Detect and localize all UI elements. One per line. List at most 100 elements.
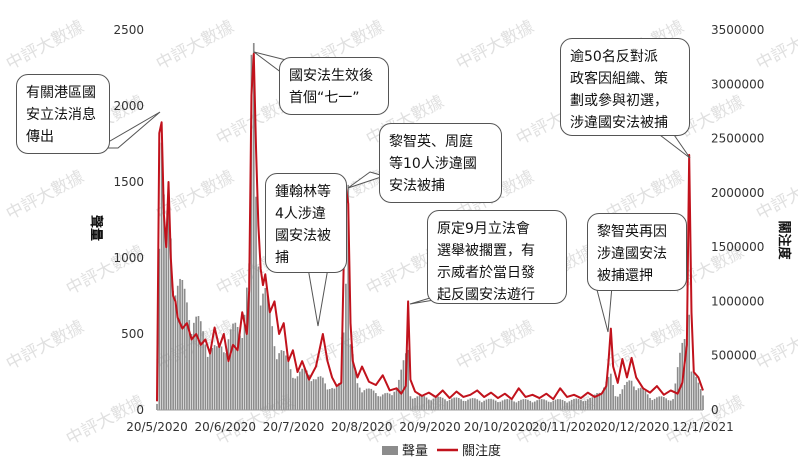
- volume-bar: [333, 388, 336, 410]
- volume-bar: [227, 339, 230, 410]
- volume-bar: [363, 390, 366, 410]
- volume-bar: [239, 335, 241, 410]
- left-tick-label: 2000: [113, 99, 144, 113]
- volume-bar: [174, 295, 177, 410]
- volume-bar: [635, 390, 638, 410]
- volume-bar: [575, 398, 578, 410]
- volume-bar: [520, 399, 522, 410]
- volume-bar: [354, 368, 356, 410]
- watermark-text: 中評大數據: [3, 17, 87, 75]
- volume-bar: [476, 399, 479, 410]
- volume-bar: [464, 401, 467, 410]
- volume-bar: [418, 395, 421, 410]
- volume-bar: [199, 321, 202, 410]
- x-tick-label: 20/9/2020: [399, 420, 461, 434]
- volume-bar: [222, 352, 225, 410]
- left-tick-label: 1000: [113, 251, 144, 265]
- volume-bar: [335, 385, 338, 410]
- volume-bar: [296, 376, 299, 410]
- volume-bar: [589, 397, 591, 410]
- volume-bar: [474, 398, 476, 410]
- right-tick-label: 2000000: [711, 186, 764, 200]
- volume-bar: [315, 379, 317, 410]
- volume-bar: [299, 371, 301, 410]
- volume-bar: [683, 339, 686, 410]
- volume-bar: [358, 387, 361, 410]
- watermark-text: 中評大數據: [453, 17, 537, 75]
- volume-bar: [457, 398, 460, 410]
- volume-bar: [508, 399, 511, 410]
- volume-bar: [626, 381, 628, 410]
- volume-bar: [361, 392, 363, 410]
- x-tick-label: 12/1/2021: [672, 420, 734, 434]
- right-axis-title: 關注度: [776, 220, 792, 260]
- x-axis-ticks: 20/5/2020 20/6/2020 20/7/2020 20/8/2020 20/9…: [126, 420, 734, 434]
- volume-bar: [225, 353, 227, 410]
- volume-bar: [536, 400, 538, 410]
- volume-bar: [312, 379, 315, 410]
- volume-bar: [646, 394, 649, 410]
- volume-bar: [557, 399, 559, 410]
- volume-bar: [266, 294, 269, 410]
- volume-bar: [669, 400, 672, 410]
- volume-bar: [554, 399, 557, 410]
- volume-bar: [653, 398, 656, 410]
- volume-bar: [259, 305, 262, 410]
- volume-bar: [444, 399, 446, 410]
- left-tick-label: 1500: [113, 175, 144, 189]
- volume-bar: [246, 287, 248, 410]
- volume-bar: [372, 390, 375, 410]
- volume-bar: [328, 388, 331, 410]
- right-tick-label: 500000: [711, 349, 757, 363]
- volume-bar: [504, 399, 506, 410]
- volume-bar: [319, 376, 322, 410]
- volume-bar: [697, 382, 700, 410]
- volume-bar: [582, 401, 585, 410]
- volume-bar: [487, 398, 490, 410]
- volume-bar: [577, 398, 580, 410]
- volume-bar: [241, 338, 244, 410]
- volume-bar: [451, 398, 453, 410]
- volume-bar: [490, 398, 492, 410]
- attention-line: [156, 52, 704, 402]
- x-tick-label: 20/5/2020: [126, 420, 188, 434]
- volume-bar: [633, 386, 635, 410]
- pointer-3: [307, 267, 329, 327]
- volume-bar: [547, 401, 550, 410]
- volume-bar: [264, 287, 267, 410]
- volume-bar: [402, 360, 405, 410]
- annotation-election-postponed: 原定9月立法會 選舉被擱置，有 示威者於當日發 起反國安法遊行: [427, 210, 567, 304]
- volume-bar: [206, 356, 209, 410]
- volume-bar: [179, 278, 181, 410]
- x-tick-label: 20/7/2020: [263, 420, 325, 434]
- volume-bar: [702, 395, 704, 410]
- volume-bar: [649, 397, 651, 410]
- volume-bar: [462, 400, 465, 410]
- volume-bar: [660, 396, 663, 410]
- volume-bar: [273, 346, 276, 410]
- watermark-text: 中評大數據: [603, 317, 687, 375]
- volume-bar: [317, 376, 320, 410]
- volume-bar: [255, 196, 257, 410]
- volume-bar: [529, 400, 532, 410]
- volume-bar: [407, 349, 409, 410]
- volume-bar: [686, 341, 688, 410]
- left-tick-label: 2500: [113, 23, 144, 37]
- volume-bar: [331, 388, 333, 410]
- volume-bar: [248, 263, 250, 410]
- volume-bar: [674, 383, 677, 410]
- volume-bar: [282, 350, 285, 410]
- volume-bar: [292, 377, 294, 410]
- volume-bar: [368, 388, 370, 410]
- volume-bar: [209, 354, 211, 410]
- volume-bar: [257, 266, 260, 410]
- volume-bar: [271, 326, 274, 410]
- annotation-primary-election-arrests: 逾50名反對派 政客因組織、策 劃或參與初選， 涉違國安法被捕: [560, 38, 690, 136]
- volume-bar: [186, 302, 188, 410]
- right-tick-label: 3000000: [711, 77, 764, 91]
- volume-bar: [593, 394, 596, 410]
- volume-bar: [439, 396, 442, 410]
- volume-bar: [421, 395, 423, 410]
- volume-bar: [303, 368, 306, 410]
- volume-bar: [644, 391, 647, 410]
